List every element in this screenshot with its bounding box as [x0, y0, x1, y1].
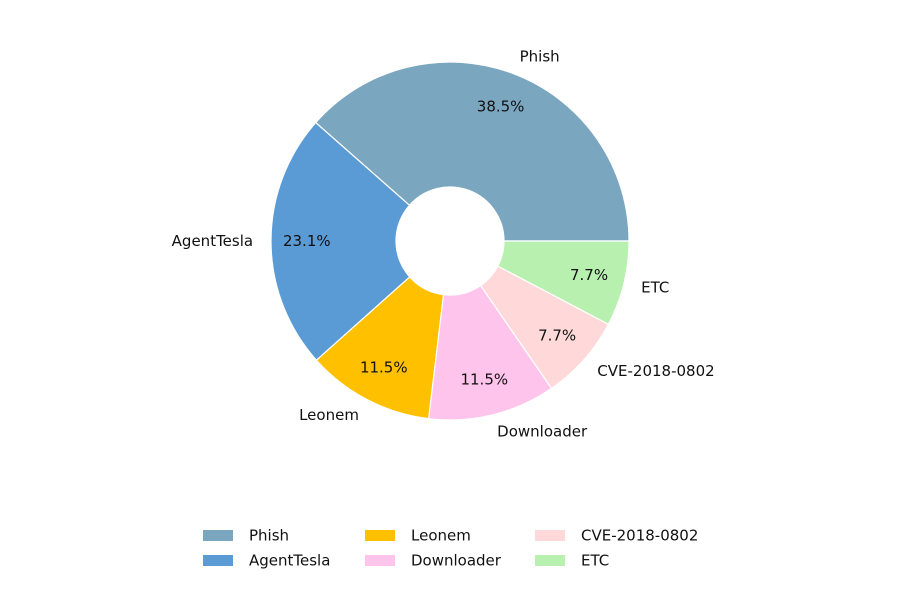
slice-label: CVE-2018-0802	[597, 362, 714, 380]
slice-label: Downloader	[497, 423, 588, 441]
slice-label: AgentTesla	[172, 232, 253, 250]
percent-label: 7.7%	[538, 327, 576, 345]
slice-label: Phish	[520, 47, 560, 65]
percent-label: 7.7%	[570, 266, 608, 284]
percent-label: 38.5%	[477, 98, 525, 116]
percent-label: 11.5%	[360, 358, 408, 376]
legend-swatch	[365, 555, 395, 566]
wedge	[315, 276, 445, 420]
slice-label: Leonem	[299, 406, 359, 424]
slice-label: ETC	[641, 279, 669, 297]
wedge	[428, 284, 553, 421]
legend-swatch	[535, 555, 565, 566]
legend-swatch	[365, 530, 395, 541]
legend-swatch	[535, 530, 565, 541]
legend-label: Leonem	[411, 527, 471, 545]
legend-swatch	[203, 555, 233, 566]
wedge	[270, 121, 411, 362]
legend-label: ETC	[581, 552, 609, 570]
wedge	[314, 61, 630, 242]
legend-label: AgentTesla	[249, 552, 330, 570]
legend-label: CVE-2018-0802	[581, 527, 698, 545]
percent-label: 11.5%	[460, 371, 508, 389]
legend-label: Phish	[249, 527, 289, 545]
wedge	[496, 240, 630, 326]
legend-label: Downloader	[411, 552, 502, 570]
legend-swatch	[203, 530, 233, 541]
percent-label: 23.1%	[283, 232, 331, 250]
